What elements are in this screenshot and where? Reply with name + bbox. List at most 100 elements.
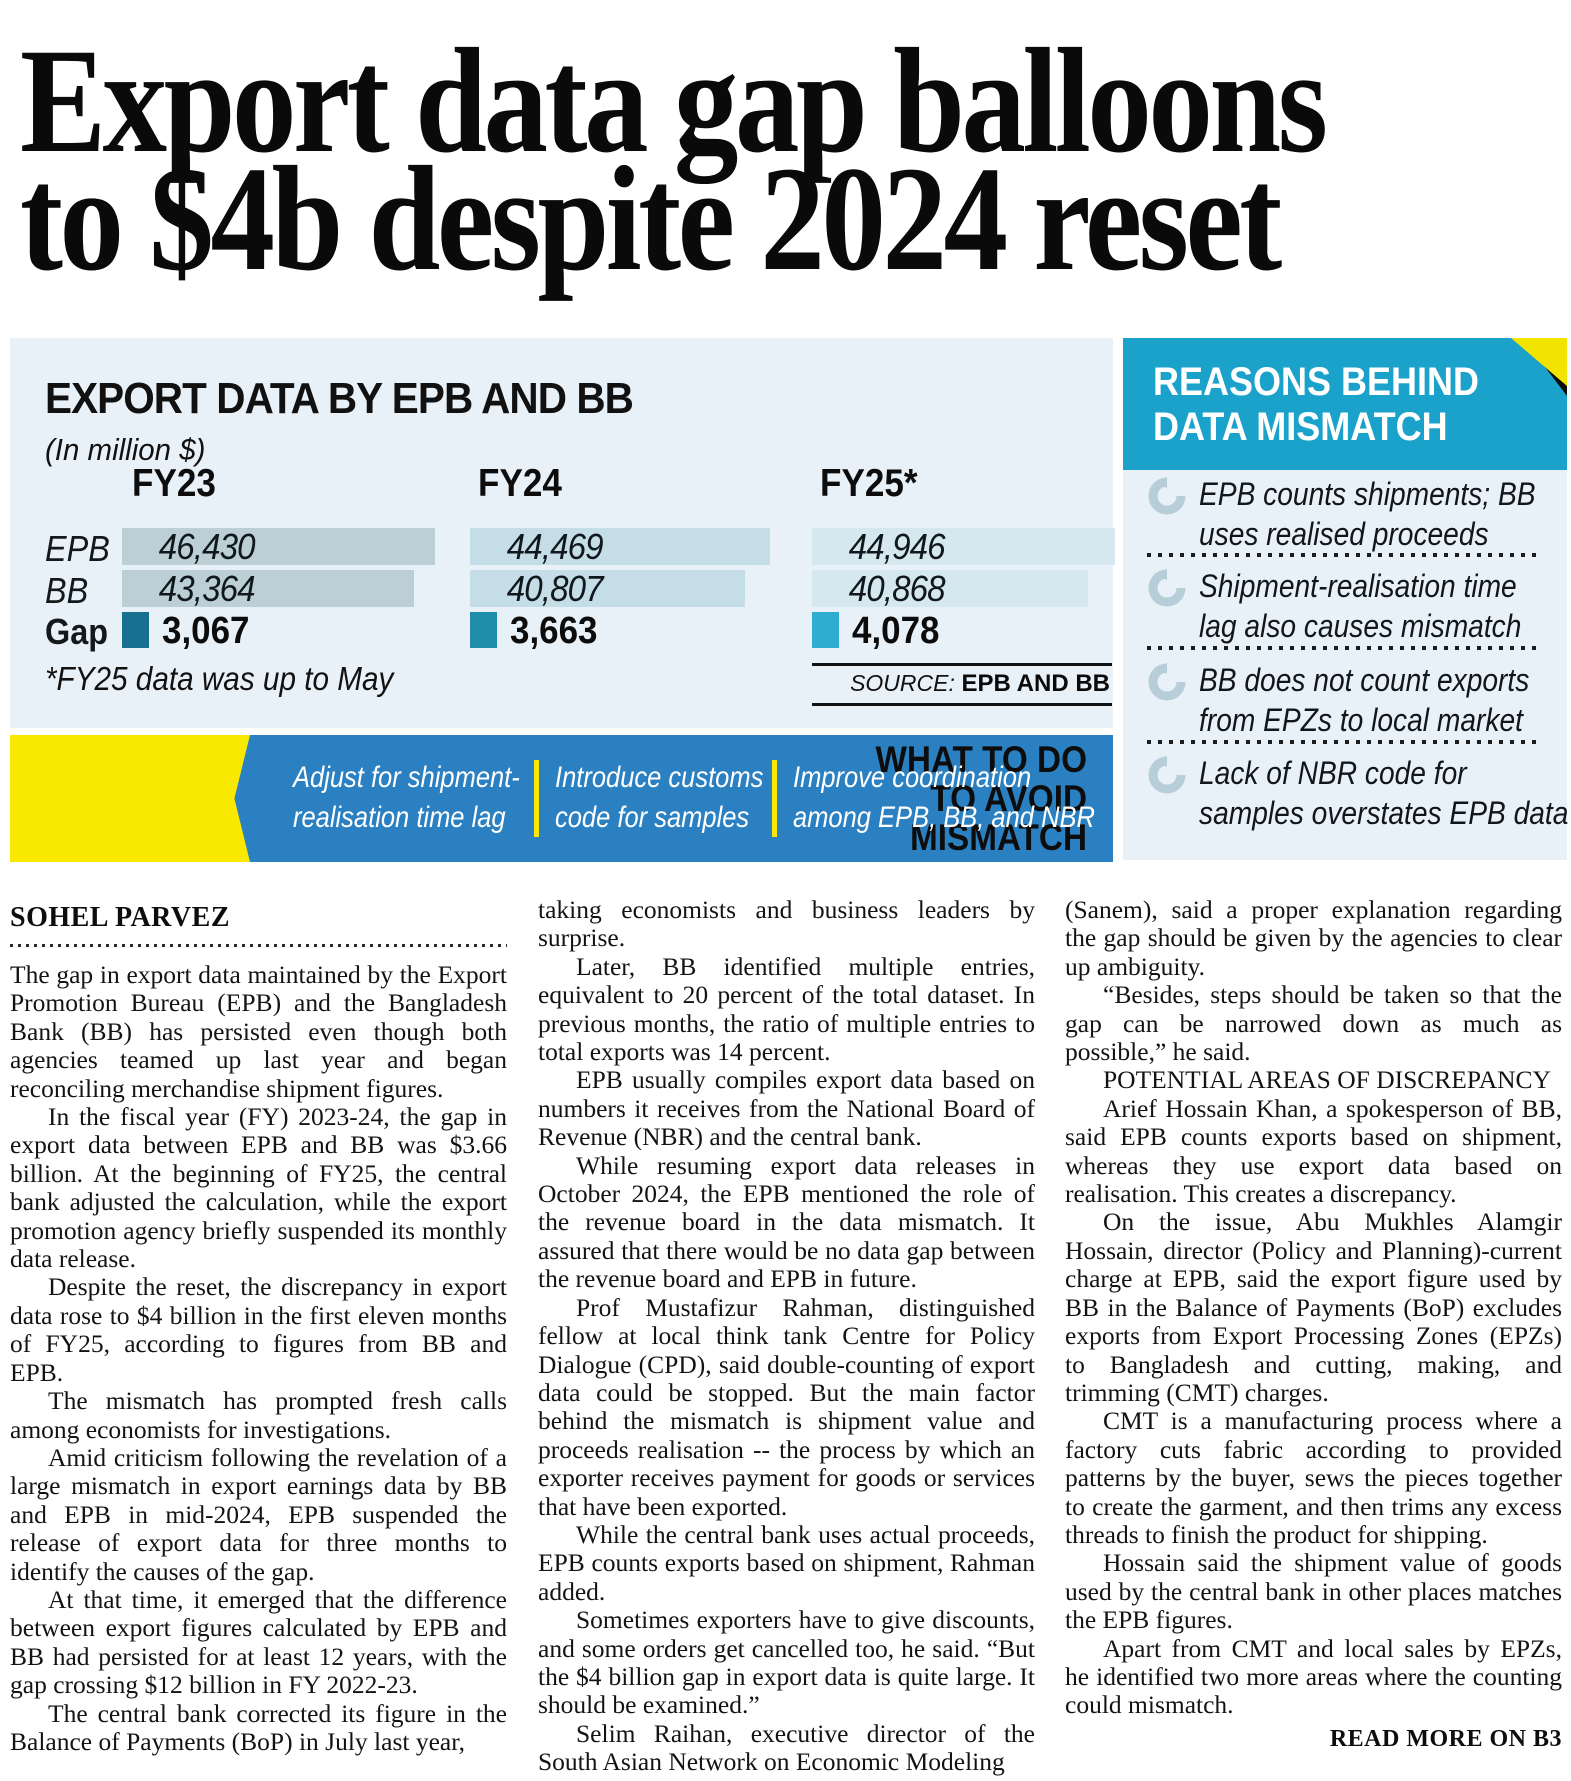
action-item-1-line1: Adjust for shipment- [293,761,520,794]
actions-label-line3: MISMATCH [910,817,1087,858]
reasons-title: REASONS BEHIND DATA MISMATCH [1153,360,1479,450]
paragraph: On the issue, Abu Mukhles Alamgir Hossai… [1065,1207,1562,1407]
gap-marker-fy23 [122,612,149,648]
column-header-fy25: FY25* [820,462,918,505]
bar-value-fy24-bb: 40,807 [506,568,604,609]
circular-arrow-icon [1147,753,1199,833]
article-column-2: taking economists and business leaders b… [538,895,1035,1777]
bar-value-fy24-epb: 44,469 [506,526,604,567]
action-item-1: Adjust for shipment- realisation time la… [293,758,520,838]
paragraph: Despite the reset, the discrepancy in ex… [10,1272,507,1387]
paragraph: Hossain said the shipment value of goods… [1065,1548,1562,1635]
action-item-2-line2: code for samples [555,801,750,834]
reason-item-3: BB does not count exports from EPZs to l… [1147,660,1549,740]
gap-value-fy23: 3,067 [162,610,250,652]
paragraph: Selim Raihan, executive director of the … [538,1718,1035,1777]
paragraph: CMT is a manufacturing process where a f… [1065,1406,1562,1549]
source-value: EPB AND BB [954,670,1110,697]
paragraph: The mismatch has prompted fresh calls am… [10,1386,507,1444]
reason-3-line1: BB does not count exports [1199,662,1530,698]
actions-label-line1: WHAT TO DO [875,739,1088,780]
infographic-subtitle: (In million $) [45,432,206,467]
page-fold-icon [1511,338,1567,386]
action-item-2: Introduce customs code for samples [555,758,763,838]
paragraph: (Sanem), said a proper explanation regar… [1065,895,1562,981]
paragraph: While resuming export data releases in O… [538,1150,1035,1294]
action-item-2-line1: Introduce customs [555,761,764,794]
reason-1-line1: EPB counts shipments; BB [1199,476,1536,512]
gap-marker-fy24 [470,612,497,648]
bar-value-fy23-epb: 46,430 [158,526,256,567]
reason-item-4-text: Lack of NBR code for samples overstates … [1199,753,1568,833]
reason-item-2: Shipment-realisation time lag also cause… [1147,566,1549,646]
reason-2-line2: lag also causes mismatch [1199,608,1522,644]
bar-value-fy25-bb: 40,868 [848,568,946,609]
row-label-gap: Gap [45,611,109,652]
row-label-epb: EPB [45,528,110,569]
article-column-3: (Sanem), said a proper explanation regar… [1065,895,1562,1753]
column-header-fy24: FY24 [478,462,562,505]
reason-item-1-text: EPB counts shipments; BB uses realised p… [1199,474,1536,554]
column-header-fy23: FY23 [132,462,216,505]
bar-fy24-bb: 40,807 [470,570,745,607]
paragraph: The central bank corrected its figure in… [10,1698,507,1756]
reason-item-3-text: BB does not count exports from EPZs to l… [1199,660,1529,740]
bar-fy25-epb: 44,946 [812,528,1115,565]
bar-value-fy25-epb: 44,946 [848,526,946,567]
bar-fy23-bb: 43,364 [122,570,414,607]
reason-item-2-text: Shipment-realisation time lag also cause… [1199,566,1521,646]
circular-arrow-icon [1147,660,1199,740]
bar-fy25-bb: 40,868 [812,570,1088,607]
paragraph: At that time, it emerged that the differ… [10,1584,507,1700]
paragraph: Prof Mustafizur Rahman, distinguished fe… [538,1292,1035,1521]
headline-line-1: Export data gap balloons [20,18,1328,184]
paragraph: Sometimes exporters have to give discoun… [538,1605,1035,1720]
circular-arrow-icon [1147,474,1199,554]
reasons-panel: REASONS BEHIND DATA MISMATCH EPB counts … [1123,338,1568,860]
reason-2-line1: Shipment-realisation time [1199,568,1517,604]
action-item-1-line2: realisation time lag [293,801,506,834]
reasons-title-line1: REASONS BEHIND [1153,360,1480,404]
read-more-link[interactable]: READ MORE ON B3 [1329,1725,1562,1752]
paragraph: Amid criticism following the revelation … [10,1442,507,1586]
reasons-title-line2: DATA MISMATCH [1153,405,1448,449]
paragraph: Arief Hossain Khan, a spokesperson of BB… [1065,1093,1562,1209]
action-separator-2 [772,760,777,837]
byline: SOHEL PARVEZ [10,902,230,933]
reasons-header: REASONS BEHIND DATA MISMATCH [1123,338,1567,470]
action-separator-1 [534,760,539,837]
dotted-divider-2 [1147,646,1543,650]
byline-divider [10,944,507,947]
circular-arrow-icon [1147,566,1199,646]
reason-1-line2: uses realised proceeds [1199,516,1489,552]
dotted-divider-3 [1147,740,1543,744]
reason-3-line2: from EPZs to local market [1199,702,1523,738]
reason-4-line1: Lack of NBR code for [1199,755,1467,791]
gap-value-fy25: 4,078 [852,610,940,652]
paragraph: In the fiscal year (FY) 2023-24, the gap… [10,1102,507,1274]
paragraph: Later, BB identified multiple entries, e… [538,951,1035,1067]
reason-4-line2: samples overstates EPB data [1199,795,1569,831]
export-data-infographic: EXPORT DATA BY EPB AND BB (In million $)… [10,338,1115,728]
action-item-3-line2: among EPB, BB, and NBR [793,801,1095,834]
paragraph: Apart from CMT and local sales by EPZs, … [1065,1633,1562,1720]
bar-value-fy23-bb: 43,364 [158,568,256,609]
actions-label-line2: TO AVOID [930,778,1087,819]
actions-label-flag [10,735,250,862]
paragraph: taking economists and business leaders b… [538,895,1035,953]
headline-line-2: to $4b despite 2024 reset [20,136,1282,302]
paragraph: EPB usually compiles export data based o… [538,1065,1035,1152]
actions-label: WHAT TO DO TO AVOID MISMATCH [876,740,1088,857]
reason-item-4: Lack of NBR code for samples overstates … [1147,753,1568,833]
action-item-3: Improve coordination among EPB, BB, and … [793,758,1095,838]
actions-bar: WHAT TO DO TO AVOID MISMATCH Adjust for … [10,735,1113,862]
paragraph: While the central bank uses actual proce… [538,1519,1035,1606]
row-label-bb: BB [45,570,89,611]
infographic-footnote: *FY25 data was up to May [45,660,394,697]
article-column-1: SOHEL PARVEZ The gap in export data main… [10,902,507,1756]
source-label: SOURCE: [850,670,955,696]
dotted-divider-1 [1147,553,1543,557]
gap-value-fy24: 3,663 [510,610,598,652]
source-attribution: SOURCE: EPB AND BB [812,663,1112,706]
